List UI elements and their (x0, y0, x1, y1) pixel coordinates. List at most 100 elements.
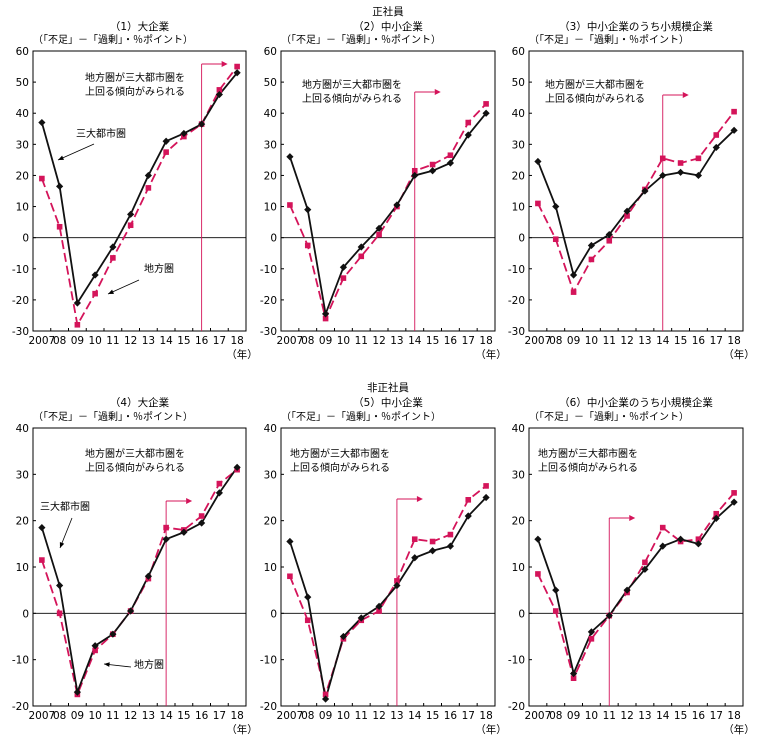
y-tick-label: 50 (16, 77, 29, 89)
x-tick-label: 11 (355, 335, 368, 347)
x-tick-label: 12 (620, 335, 633, 347)
group-title: 非正社員 (367, 381, 409, 394)
label-pointer-regional (107, 279, 140, 295)
x-tick-label: 16 (692, 335, 706, 347)
y-tick-label: -20 (12, 701, 29, 713)
annotation-text: 上回る傾向がみられる (85, 461, 185, 474)
data-point-regional (145, 185, 152, 191)
x-tick-label: 09 (567, 710, 580, 722)
data-point-regional (447, 531, 454, 538)
data-point-regional (56, 223, 63, 230)
x-tick-label: 15 (674, 710, 687, 722)
x-tick-label: 17 (710, 335, 723, 347)
y-tick-label: 10 (16, 562, 29, 574)
data-point-metro (375, 602, 383, 610)
data-point-metro (605, 612, 613, 620)
y-tick-label: -20 (260, 295, 277, 307)
data-point-regional (570, 289, 577, 295)
data-point-metro (127, 210, 135, 218)
data-point-metro (623, 207, 631, 215)
annotation-text: 地方圏が三大都市圏を (290, 447, 390, 460)
data-point-metro (180, 528, 188, 536)
data-point-regional (695, 536, 702, 542)
series-label-regional: 地方圏 (144, 262, 174, 275)
y-tick-label: 10 (512, 202, 525, 214)
data-point-regional (731, 108, 737, 115)
y-tick-label: 0 (518, 608, 525, 620)
y-tick-label: 50 (264, 77, 277, 89)
y-axis-unit-label: （「不足」－「過剰」・％ポイント） (281, 411, 441, 423)
y-tick-label: 10 (264, 202, 277, 214)
annotation-text: 地方圏が三大都市圏を (545, 78, 645, 91)
series-line-metro (41, 72, 238, 306)
data-point-metro (162, 535, 170, 543)
x-tick-label: 12 (620, 710, 633, 722)
y-tick-label: 20 (16, 516, 29, 528)
data-point-regional (322, 691, 329, 698)
data-point-metro (641, 187, 649, 195)
data-point-metro (144, 572, 152, 580)
x-tick-label: 16 (444, 335, 458, 347)
x-tick-label: 14 (159, 710, 173, 722)
data-point-metro (215, 90, 223, 99)
data-point-metro (357, 614, 365, 622)
y-tick-label: 50 (512, 77, 525, 89)
data-point-regional (216, 87, 223, 93)
data-point-metro (198, 519, 206, 527)
y-tick-label: -30 (260, 326, 277, 338)
annotation-text: 上回る傾向がみられる (545, 92, 645, 105)
data-point-regional (216, 480, 223, 487)
data-point-regional (588, 636, 595, 642)
x-tick-label: 2007 (277, 710, 304, 722)
data-point-metro (393, 201, 401, 209)
y-tick-label: 0 (22, 233, 29, 245)
y-tick-label: 40 (16, 423, 29, 435)
y-tick-label: 30 (264, 139, 277, 151)
data-point-regional (411, 536, 418, 542)
y-tick-label: -20 (12, 295, 29, 307)
y-tick-label: -20 (260, 701, 277, 713)
annotation-text: 上回る傾向がみられる (302, 92, 402, 105)
x-axis-unit-label: （年） (226, 723, 258, 736)
y-tick-label: -20 (508, 295, 525, 307)
x-tick-label: 08 (301, 335, 314, 347)
y-tick-label: 0 (270, 608, 277, 620)
data-point-metro (694, 540, 703, 548)
data-point-regional (198, 513, 205, 519)
data-point-metro (605, 230, 613, 239)
x-tick-label: 16 (692, 710, 706, 722)
y-tick-label: 40 (16, 108, 29, 120)
data-point-regional (642, 559, 648, 566)
data-point-regional (358, 253, 365, 260)
y-tick-label: 20 (264, 170, 277, 182)
data-point-metro (286, 153, 294, 161)
x-axis-unit-label: （年） (475, 348, 507, 361)
data-point-metro (659, 171, 667, 180)
y-tick-label: 0 (518, 233, 525, 245)
data-point-metro (464, 512, 472, 520)
data-point-metro (730, 126, 738, 134)
x-tick-label: 11 (603, 710, 616, 722)
y-tick-label: 20 (16, 170, 29, 182)
x-tick-label: 12 (124, 335, 137, 347)
data-point-regional (465, 119, 472, 126)
data-point-metro (428, 547, 437, 555)
x-tick-label: 14 (656, 335, 670, 347)
data-point-regional (588, 256, 595, 263)
data-point-metro (339, 632, 348, 641)
data-point-metro (552, 586, 560, 594)
annotation-text: 地方圏が三大都市圏を (85, 71, 185, 84)
data-point-regional (695, 155, 702, 162)
y-axis-unit-label: （「不足」－「過剰」・％ポイント） (33, 411, 193, 423)
threshold-arrow-head (629, 515, 636, 521)
x-tick-label: 18 (727, 335, 740, 347)
chart-panel-3: （3）中小企業のうち小規模企業（「不足」－「過剰」・％ポイント） -30 -20 -1… (508, 20, 755, 361)
data-point-metro (233, 463, 241, 471)
y-tick-label: 40 (264, 108, 277, 120)
x-tick-label: 13 (142, 335, 155, 347)
data-point-regional (570, 675, 577, 681)
data-point-regional (92, 647, 98, 654)
data-point-metro (109, 243, 117, 251)
data-point-regional (56, 610, 63, 617)
data-point-regional (483, 101, 489, 107)
